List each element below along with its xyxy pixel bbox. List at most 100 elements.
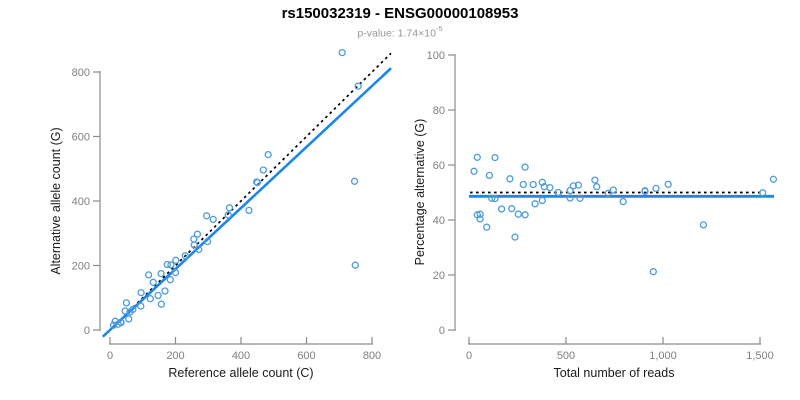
data-point [476,215,484,223]
x-tick-label: 500 [557,350,575,362]
data-point [521,211,529,219]
data-point [167,261,175,269]
data-point [511,233,519,241]
data-point [121,307,129,315]
data-point [172,256,180,264]
data-point [195,245,203,254]
data-point [122,299,131,307]
data-point [146,295,154,303]
data-point [521,163,529,171]
data-point [699,221,708,229]
data-point [506,175,514,183]
data-point [253,178,262,187]
x-tick-label: 800 [363,350,381,362]
axes: 0 200 400 600 800 0 200 400 600 800 [72,67,382,362]
data-point [225,204,234,212]
y-tick-label: 100 [427,50,445,62]
data-point [566,186,574,195]
right-plot: 0 20 40 60 80 100 0 500 1,000 1,500 [427,50,778,362]
data-point [769,175,778,183]
data-point [566,194,574,202]
data-point [538,196,546,205]
data-point [609,186,617,194]
chart-title: rs150032319 - ENSG00000108953 [281,5,519,22]
right-x-axis-title: Total number of reads [553,366,675,380]
data-point [181,252,189,260]
data-point [129,305,137,314]
data-point [538,178,546,186]
data-point [488,194,496,202]
p-value-text: p-value: 1.74×10 [357,27,436,40]
left-x-axis-title: Reference allele count (C) [168,366,314,380]
data-point [554,188,562,197]
data-point [476,210,484,218]
data-point [485,171,494,180]
data-point [338,48,346,57]
data-point [604,189,612,197]
data-point [531,200,539,208]
y-tick-label: 80 [433,105,445,117]
data-point [514,210,522,218]
data-point [508,205,516,213]
y-tick-label: 200 [72,261,90,273]
y-tick-label: 60 [433,160,445,172]
x-tick-label: 0 [466,350,472,362]
data-point [264,150,272,159]
data-point [193,230,202,238]
left-plot: 0 200 400 600 800 0 200 400 600 800 [72,48,392,362]
p-value-exponent: -5 [435,24,443,33]
data-point [109,321,118,329]
x-tick-label: 200 [166,350,184,362]
data-point [546,183,554,192]
left-y-axis-title: Alternative allele count (G) [49,127,63,275]
data-point [245,206,253,215]
fit-line [101,67,392,338]
data-point [157,300,166,308]
data-point [224,211,232,219]
data-point [154,291,162,300]
data-point [759,189,767,197]
data-point [497,205,506,213]
y-tick-label: 800 [72,67,90,79]
data-point [619,197,627,206]
data-point [171,268,180,277]
data-point [576,194,584,202]
data-point [351,261,359,269]
y-tick-label: 0 [84,325,90,337]
data-point [649,268,657,276]
x-tick-label: 0 [107,350,113,362]
x-tick-label: 600 [297,350,315,362]
data-point [163,260,171,269]
data-point [664,180,672,188]
data-point [350,177,359,185]
data-point [161,287,169,295]
y-tick-label: 600 [72,132,90,144]
data-point [137,288,145,297]
data-point [652,184,660,193]
data-point [203,237,212,246]
data-point [491,153,499,162]
data-point [166,276,174,284]
x-tick-label: 1,500 [746,350,774,362]
data-point [641,187,649,196]
data-point [491,194,499,203]
data-point [117,318,125,326]
y-tick-label: 400 [72,196,90,208]
axes: 0 20 40 60 80 100 0 500 1,000 1,500 [427,50,774,362]
data-point [209,215,217,224]
data-point [144,271,153,279]
data-point [473,153,481,161]
data-point [569,182,578,190]
data-point [470,167,478,175]
data-point [157,269,165,278]
x-tick-label: 1,000 [649,350,677,362]
data-point [591,176,599,184]
chart-subtitle: p-value: 1.74×10-5 [0,24,800,40]
data-point [483,223,491,231]
data-point [137,302,145,310]
data-point [593,183,601,191]
data-point [149,278,157,286]
identity-line [106,52,392,334]
